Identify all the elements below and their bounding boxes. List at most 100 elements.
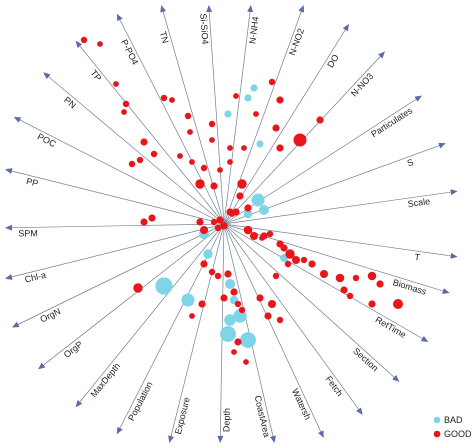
- good-point-17: [276, 96, 284, 104]
- good-point-53: [285, 249, 295, 259]
- good-point-40: [220, 222, 228, 230]
- good-point-9: [208, 120, 216, 128]
- good-points-layer: [80, 36, 403, 365]
- good-point-71: [220, 294, 228, 302]
- bad-point-0: [250, 84, 258, 92]
- good-point-30: [195, 179, 205, 189]
- good-point-15: [227, 159, 233, 165]
- axis-line-tp: [75, 40, 225, 225]
- axis-line-fetch: [223, 223, 363, 415]
- bad-point-14: [240, 332, 256, 348]
- good-point-79: [234, 338, 242, 346]
- good-point-2: [113, 81, 119, 87]
- good-point-80: [231, 349, 237, 355]
- axis-line-spm: [5, 223, 225, 231]
- good-point-64: [393, 299, 403, 309]
- good-point-22: [140, 138, 148, 146]
- bad-point-6: [243, 209, 253, 219]
- axis-line-n-no2: [223, 5, 305, 225]
- axis-label-p-po4: P-PO4: [119, 38, 140, 67]
- axis-line-exposure: [168, 223, 225, 443]
- good-point-60: [367, 271, 377, 281]
- axis-label-n-no3: N-NO3: [349, 71, 375, 98]
- good-point-31: [210, 182, 218, 190]
- good-point-7: [184, 112, 192, 120]
- good-point-50: [259, 235, 265, 241]
- good-point-78: [276, 316, 284, 324]
- good-point-44: [196, 218, 204, 226]
- axis-label-exposure: Exposure: [173, 396, 192, 435]
- axis-line-orgp: [38, 223, 225, 370]
- good-point-29: [217, 167, 223, 173]
- axis-label-pn: PN: [62, 95, 78, 111]
- axis-line-pn: [43, 72, 225, 225]
- good-point-4: [121, 109, 127, 115]
- axis-label-depth: Depth: [221, 408, 231, 432]
- good-point-37: [226, 208, 234, 216]
- axis-line-do: [223, 23, 350, 225]
- good-point-67: [200, 260, 208, 268]
- good-point-3: [122, 100, 130, 108]
- bad-point-12: [224, 314, 236, 326]
- axis-label-biomass: Biomass: [392, 277, 428, 297]
- axis-label-orgp: OrgP: [62, 339, 85, 360]
- axis-label-population: Population: [126, 380, 154, 422]
- good-point-11: [227, 145, 233, 151]
- good-point-66: [133, 283, 143, 293]
- axis-label-particulates: Particulates: [369, 105, 414, 139]
- good-point-12: [241, 145, 247, 151]
- good-point-41: [214, 224, 222, 232]
- axis-label-n-nh4: N-NH4: [247, 16, 260, 45]
- legend-good-swatch: [433, 430, 441, 438]
- axis-line-si-sio4: [206, 5, 225, 225]
- good-point-57: [320, 270, 328, 278]
- good-point-76: [268, 300, 276, 308]
- good-point-36: [244, 204, 252, 212]
- bad-point-8: [203, 249, 213, 259]
- bad-point-4: [251, 193, 265, 207]
- axis-line-poc: [13, 116, 225, 225]
- good-point-45: [200, 226, 208, 234]
- good-point-5: [160, 94, 168, 102]
- bad-point-2: [224, 110, 232, 118]
- good-point-84: [284, 260, 292, 268]
- legend-bad-label: BAD: [444, 415, 463, 425]
- good-point-20: [293, 133, 307, 147]
- axis-label-rettime: RetTime: [374, 314, 408, 339]
- axes-layer: TScaleSParticulatesN-NO3DON-NO2N-NH4Si-S…: [5, 5, 458, 443]
- axis-label-tn: TN: [158, 30, 171, 44]
- axis-line-watersh: [223, 223, 324, 438]
- good-point-75: [256, 294, 264, 302]
- axis-line-rettime: [223, 223, 429, 343]
- axis-label-do: DO: [325, 53, 341, 70]
- bad-point-1: [244, 94, 252, 102]
- good-point-74: [238, 306, 246, 314]
- axis-line-n-nh4: [223, 5, 254, 225]
- bad-point-15: [225, 279, 235, 289]
- good-point-47: [250, 232, 258, 240]
- bad-point-10: [181, 293, 195, 307]
- good-point-63: [346, 292, 354, 300]
- good-point-42: [140, 218, 148, 226]
- good-point-23: [150, 150, 158, 158]
- good-point-83: [243, 359, 249, 365]
- good-point-18: [268, 78, 276, 86]
- bad-point-3: [256, 140, 264, 148]
- axis-line-maxdepth: [75, 223, 225, 408]
- good-point-0: [80, 36, 88, 44]
- good-point-8: [187, 129, 193, 135]
- axis-label-watersh: Watersh: [290, 387, 313, 421]
- good-point-58: [335, 273, 345, 283]
- legend: BAD GOOD: [433, 415, 472, 439]
- good-point-19: [276, 144, 284, 152]
- good-point-43: [148, 214, 156, 222]
- axis-label-s: S: [406, 157, 415, 168]
- good-point-85: [272, 272, 280, 280]
- axis-line-scale: [223, 189, 458, 225]
- good-point-52: [280, 244, 288, 252]
- good-point-59: [352, 274, 360, 282]
- good-point-70: [214, 272, 222, 280]
- axis-line-section: [223, 223, 400, 382]
- axis-line-population: [116, 223, 225, 435]
